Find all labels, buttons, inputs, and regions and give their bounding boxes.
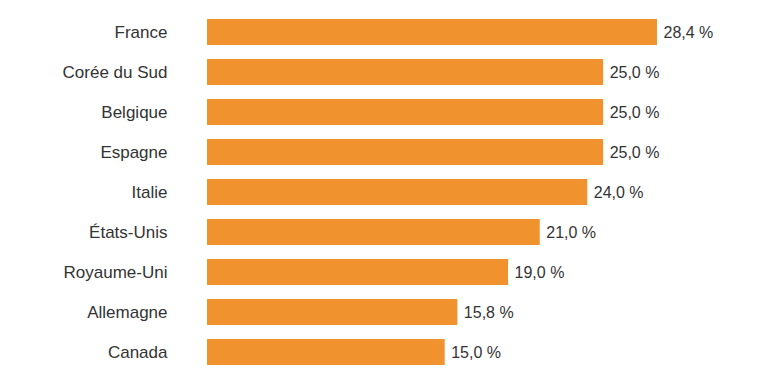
svg-text:15,8 %: 15,8 % — [464, 304, 514, 321]
svg-text:Italie: Italie — [132, 183, 168, 202]
svg-text:Canada: Canada — [108, 343, 168, 362]
svg-text:25,0 %: 25,0 % — [610, 104, 660, 121]
svg-text:Royaume-Uni: Royaume-Uni — [64, 263, 168, 282]
svg-text:Espagne: Espagne — [100, 143, 167, 162]
svg-text:25,0 %: 25,0 % — [610, 144, 660, 161]
svg-text:Belgique: Belgique — [101, 103, 167, 122]
svg-text:France: France — [115, 23, 168, 42]
svg-text:États-Unis: États-Unis — [89, 223, 167, 242]
svg-text:21,0 %: 21,0 % — [546, 224, 596, 241]
svg-text:28,4 %: 28,4 % — [664, 24, 714, 41]
svg-text:24,0 %: 24,0 % — [594, 184, 644, 201]
svg-text:19,0 %: 19,0 % — [515, 264, 565, 281]
svg-text:Corée du Sud: Corée du Sud — [63, 63, 168, 82]
svg-text:25,0 %: 25,0 % — [610, 64, 660, 81]
svg-text:15,0 %: 15,0 % — [451, 344, 501, 361]
svg-text:Allemagne: Allemagne — [87, 303, 167, 322]
